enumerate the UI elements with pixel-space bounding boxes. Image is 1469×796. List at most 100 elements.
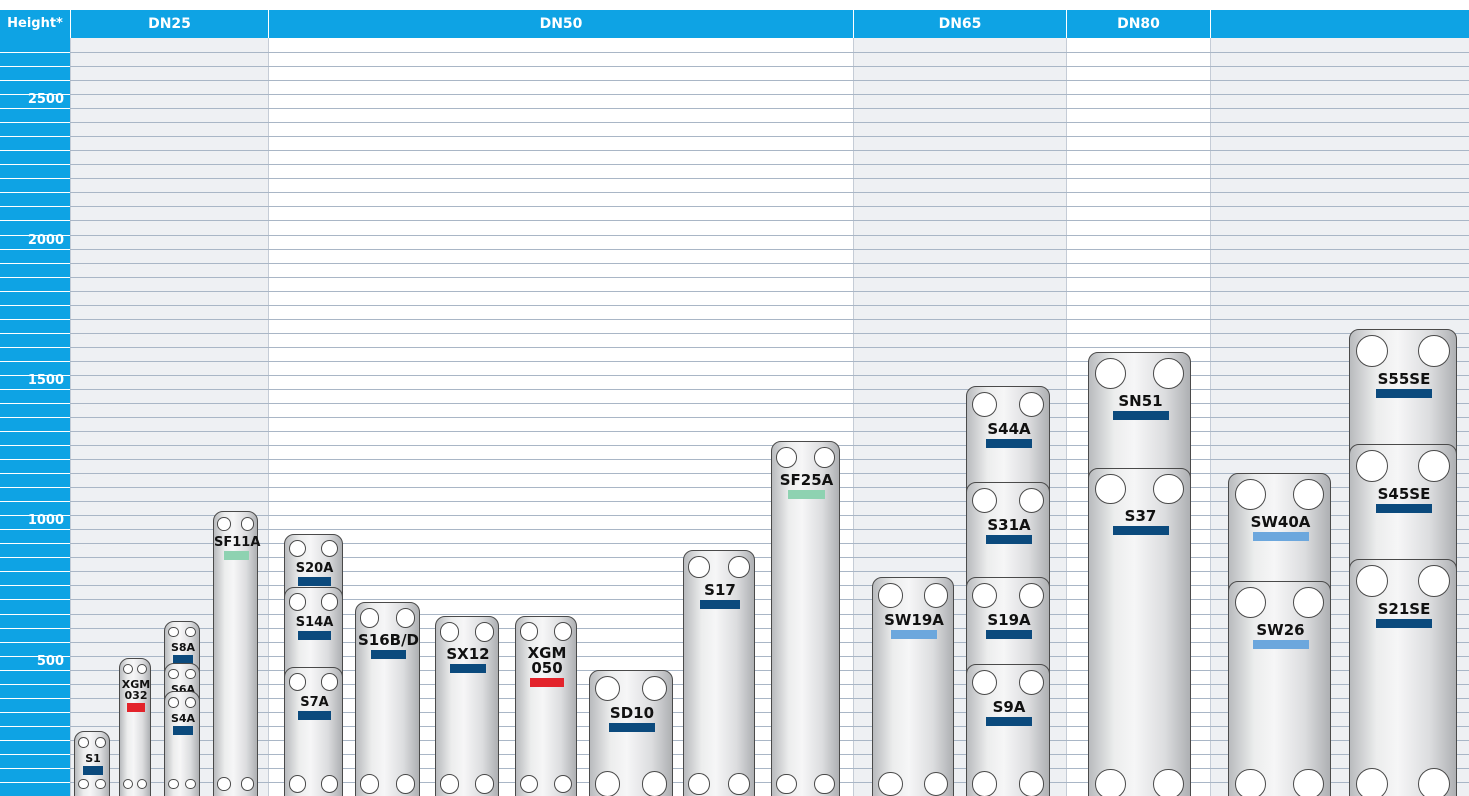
port-hole [688, 556, 710, 578]
y-tick-mark [0, 122, 70, 124]
group-header: DN65 [853, 10, 1066, 38]
port-hole [168, 626, 179, 638]
grid-line [70, 753, 1469, 755]
plate-label: S9A [992, 698, 1026, 717]
grid-line [70, 248, 1469, 250]
y-tick-mark [0, 543, 70, 545]
grid-line [70, 767, 1469, 769]
grid-line [70, 725, 1469, 727]
plate-color-bar [298, 630, 331, 640]
port-hole [1417, 767, 1450, 796]
grid-line [70, 417, 1469, 418]
port-hole [1292, 587, 1324, 619]
grid-line [70, 290, 1469, 292]
port-hole [1018, 583, 1044, 609]
port-hole [553, 622, 573, 641]
plate-label: SX12 [446, 644, 490, 663]
plate-color-bar [450, 663, 486, 673]
port-hole [288, 672, 307, 691]
plate-label: SW19A [884, 610, 944, 629]
y-tick-mark [0, 360, 70, 362]
grid-line [70, 52, 1469, 54]
port-hole [1018, 771, 1044, 796]
port-hole [1095, 358, 1127, 390]
port-hole [1356, 449, 1389, 482]
plate-color-bar [298, 710, 331, 720]
plate-label: S55SE [1377, 369, 1431, 388]
port-hole [814, 773, 835, 795]
port-hole [395, 608, 416, 628]
plate-color-bar [127, 703, 145, 713]
plate-color-bar [173, 655, 193, 665]
port-hole [137, 778, 147, 789]
y-tick-mark [0, 220, 70, 222]
port-hole [877, 583, 903, 608]
y-tick-mark [0, 473, 70, 475]
port-hole [240, 777, 254, 791]
y-tick-mark [0, 94, 70, 96]
plate-label: SN51 [1118, 392, 1163, 411]
grid-line [70, 220, 1469, 222]
plate-color-bar [298, 577, 331, 587]
grid-line [70, 599, 1469, 601]
grid-line [70, 164, 1469, 166]
y-tick-mark [0, 80, 70, 82]
port-hole [168, 696, 179, 708]
y-tick-mark [0, 781, 70, 783]
port-hole [1417, 449, 1450, 482]
plate-color-bar [1252, 532, 1309, 542]
y-tick-label: 2000 [27, 232, 64, 248]
grid-line [70, 557, 1469, 559]
port-hole [320, 592, 339, 611]
group-header [1210, 10, 1469, 38]
plate: S21SE [1349, 558, 1457, 796]
grid-line [70, 459, 1469, 461]
grid-line [70, 80, 1469, 82]
port-hole [1235, 768, 1267, 796]
grid-line [70, 585, 1469, 587]
y-tick-mark [0, 431, 70, 433]
grid-line [70, 192, 1469, 194]
port-hole [439, 622, 460, 642]
grid-line [70, 529, 1469, 531]
port-hole [288, 775, 307, 793]
plate-color-bar [529, 677, 565, 687]
port-hole [288, 539, 307, 558]
plate-label: S45SE [1377, 484, 1431, 503]
plate: S17 [683, 550, 755, 796]
port-hole [688, 773, 710, 795]
y-tick-mark [0, 52, 70, 54]
plate-label: SW26 [1256, 621, 1305, 640]
plate-color-bar [370, 649, 407, 659]
port-hole [240, 517, 254, 531]
plate-label: S4A [170, 711, 196, 725]
grid-line [70, 683, 1469, 685]
port-hole [728, 556, 750, 578]
port-hole [123, 664, 133, 675]
port-hole [78, 737, 89, 749]
port-hole [1356, 564, 1389, 597]
grid-line [70, 360, 1469, 362]
port-hole [168, 668, 179, 680]
y-tick-mark [0, 374, 70, 376]
y-axis-label: Height* [0, 10, 70, 38]
plate: S16B/D [355, 602, 420, 796]
y-tick-label: 2500 [27, 92, 64, 108]
grid-line [70, 473, 1469, 475]
y-tick-mark [0, 627, 70, 629]
plate-color-bar [985, 717, 1033, 727]
port-hole [217, 777, 231, 791]
y-tick-mark [0, 108, 70, 110]
grid-line [70, 150, 1469, 152]
port-hole [1018, 392, 1044, 418]
port-hole [776, 446, 797, 468]
y-tick-mark [0, 641, 70, 643]
grid-line [70, 543, 1469, 545]
grid-line [70, 571, 1469, 573]
plate-color-bar [700, 599, 740, 609]
port-hole [1292, 479, 1324, 511]
port-hole [185, 626, 196, 638]
port-hole [972, 771, 998, 796]
grid-line [70, 781, 1469, 783]
